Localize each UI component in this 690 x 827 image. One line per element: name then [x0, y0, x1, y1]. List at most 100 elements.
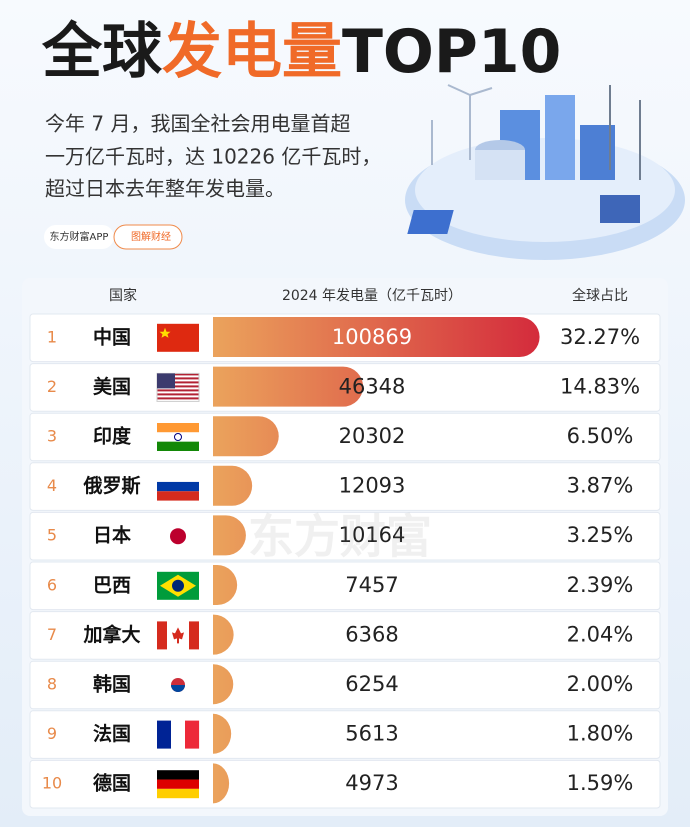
flag-stripe [157, 432, 199, 442]
flag [157, 423, 199, 451]
rank: 5 [47, 526, 57, 545]
flag-stripe [157, 491, 199, 501]
flag-stripe [157, 423, 199, 433]
bar [213, 763, 230, 804]
bar [213, 515, 246, 556]
share: 3.87% [567, 474, 634, 498]
bar [213, 317, 540, 357]
flag-bg [157, 323, 199, 352]
flag-canton [157, 373, 175, 389]
flag-stripe [157, 389, 199, 392]
share: 1.59% [567, 771, 634, 795]
rank: 6 [47, 575, 57, 594]
flag-stripe [157, 770, 199, 780]
flag-stripe [157, 720, 172, 749]
bar [213, 713, 232, 754]
flag-stripe [157, 373, 199, 376]
flag [171, 678, 185, 692]
flag-leaf [172, 627, 184, 644]
value: 5613 [345, 722, 398, 746]
column-header: 全球占比 [572, 287, 628, 304]
flag-disc [171, 685, 185, 692]
country: 德国 [93, 772, 131, 795]
rank: 1 [47, 327, 57, 346]
share: 2.00% [567, 672, 634, 696]
share: 14.83% [560, 374, 640, 398]
rank: 10 [42, 774, 62, 793]
flag [157, 720, 200, 749]
flag-stripe [157, 481, 199, 492]
flag-stripe [185, 720, 200, 749]
flag-stripe [157, 788, 199, 799]
country: 中国 [93, 325, 131, 348]
flag-stripe [157, 393, 199, 396]
tag: 图解财经 [131, 230, 171, 243]
column-header: 2024 年发电量（亿千瓦时） [282, 288, 462, 304]
value: 4973 [345, 771, 398, 795]
title-part: TOP10 [342, 17, 561, 87]
rank: 4 [47, 476, 57, 495]
flag-side [157, 621, 167, 650]
value: 6368 [345, 622, 398, 646]
bar [213, 465, 253, 506]
intro-line: 超过日本去年整年发电量。 [45, 177, 285, 201]
value: 12093 [339, 474, 406, 498]
title-part: 全球 [41, 17, 163, 87]
brand-pill [44, 225, 114, 249]
column-header: 国家 [109, 287, 137, 304]
flag-stripe [157, 779, 199, 789]
rank: 7 [47, 625, 57, 644]
value: 100869 [332, 325, 412, 349]
intro-line: 一万亿千瓦时，达 10226 亿千瓦时， [45, 145, 381, 169]
flag-wheel [174, 433, 182, 441]
flag-disc [172, 579, 184, 592]
illustration [405, 84, 685, 260]
flag-stripe [157, 472, 199, 482]
flag-stripe [157, 441, 199, 451]
country: 法国 [93, 722, 131, 745]
row [29, 511, 661, 561]
watermark: 东方财富 [248, 510, 432, 564]
country: 韩国 [93, 673, 131, 696]
flag-stripe [171, 720, 186, 749]
share: 3.25% [567, 523, 634, 547]
title: 全球发电量TOP10 [41, 17, 561, 87]
country: 美国 [93, 375, 131, 398]
bar [213, 565, 238, 605]
rank: 3 [47, 427, 57, 446]
tag-pill [113, 224, 183, 250]
country: 加拿大 [82, 623, 140, 646]
share: 2.39% [567, 573, 634, 597]
brand: 东方财富APP [50, 230, 109, 243]
bar [213, 664, 234, 705]
bar [213, 614, 234, 655]
row [29, 660, 661, 710]
share: 32.27% [560, 325, 640, 349]
flag [170, 528, 186, 545]
value: 10164 [339, 523, 406, 547]
rank: 8 [47, 675, 57, 694]
flag-stripe [157, 377, 199, 380]
country: 俄罗斯 [82, 474, 140, 497]
flag [157, 571, 199, 600]
flag-stripe [157, 381, 199, 384]
country: 巴西 [93, 574, 131, 596]
country: 印度 [93, 425, 132, 448]
flag [157, 621, 199, 650]
flag-stripe [157, 385, 199, 388]
flag [157, 770, 199, 799]
title-part: 发电量 [162, 17, 342, 87]
value: 7457 [345, 573, 398, 597]
flag-stripe [157, 397, 199, 400]
flag-side [189, 621, 199, 650]
share: 2.04% [567, 622, 634, 646]
flag [156, 372, 200, 402]
flag-star [159, 327, 171, 338]
intro-line: 今年 7 月，我国全社会用电量首超 [45, 112, 350, 136]
flag [157, 323, 199, 352]
bar [213, 366, 364, 407]
flag-disc [170, 528, 186, 545]
value: 20302 [339, 424, 406, 448]
